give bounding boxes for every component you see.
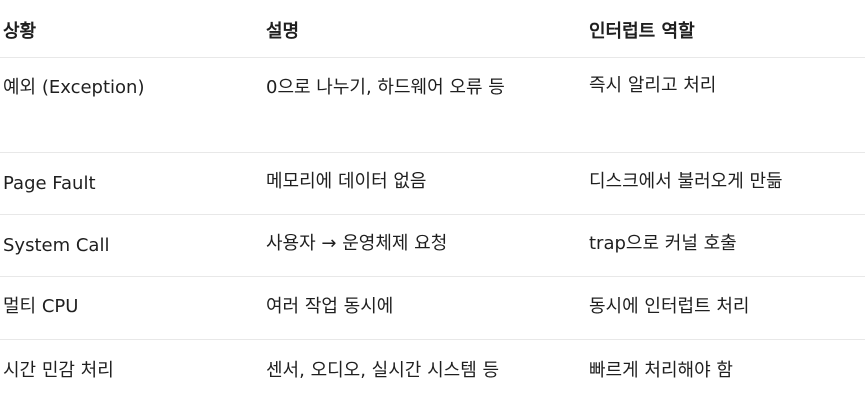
cell-situation: Page Fault [3, 173, 96, 194]
cell-description: 사용자 → 운영체제 요청 [266, 233, 448, 254]
cell-interrupt-role: 즉시 알리고 처리 [589, 75, 717, 96]
cell-interrupt-role: 디스크에서 불러오게 만듦 [589, 171, 783, 192]
cell-situation: 멀티 CPU [3, 296, 79, 317]
header-description: 설명 [266, 21, 300, 42]
table-row: 시간 민감 처리 센서, 오디오, 실시간 시스템 등 빠르게 처리해야 함 [0, 340, 865, 406]
table-row: 예외 (Exception) 0으로 나누기, 하드웨어 오류 등 즉시 알리고… [0, 57, 865, 153]
cell-interrupt-role: trap으로 커널 호출 [589, 233, 737, 254]
table-row: System Call 사용자 → 운영체제 요청 trap으로 커널 호출 [0, 215, 865, 277]
header-situation: 상황 [3, 21, 37, 42]
cell-description: 0으로 나누기, 하드웨어 오류 등 [266, 77, 505, 98]
header-interrupt-role: 인터럽트 역할 [589, 21, 695, 42]
table-row: Page Fault 메모리에 데이터 없음 디스크에서 불러오게 만듦 [0, 153, 865, 215]
cell-interrupt-role: 빠르게 처리해야 함 [589, 360, 733, 381]
cell-description: 메모리에 데이터 없음 [266, 171, 427, 192]
cell-description: 센서, 오디오, 실시간 시스템 등 [266, 360, 500, 381]
cell-situation: System Call [3, 235, 110, 256]
cell-situation: 예외 (Exception) [3, 77, 145, 98]
cell-situation: 시간 민감 처리 [3, 360, 114, 381]
table-header-row: 상황 설명 인터럽트 역할 [0, 0, 865, 58]
cell-interrupt-role: 동시에 인터럽트 처리 [589, 296, 750, 317]
cell-description: 여러 작업 동시에 [266, 296, 394, 317]
table-row: 멀티 CPU 여러 작업 동시에 동시에 인터럽트 처리 [0, 277, 865, 340]
